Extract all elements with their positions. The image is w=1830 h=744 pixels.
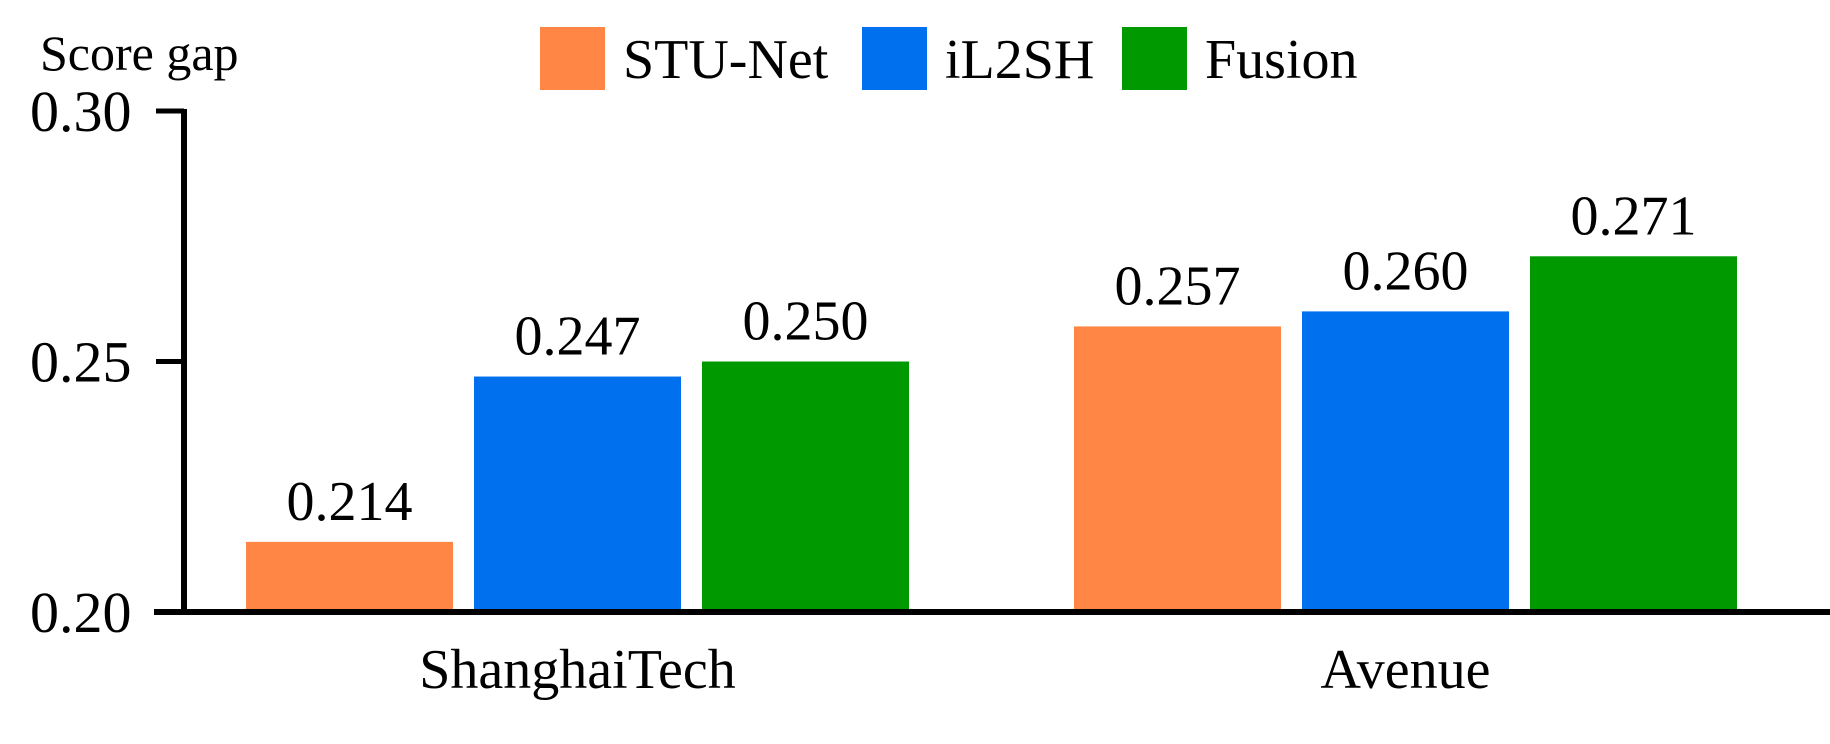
data-label: 0.214 [287, 471, 413, 533]
legend-swatch [540, 27, 605, 90]
legend-swatch [862, 27, 927, 90]
bar-stu-net-avenue [1074, 326, 1281, 612]
category-label: Avenue [1321, 639, 1491, 701]
bar-il2sh-shanghaitech [474, 376, 681, 612]
legend-label: iL2SH [945, 29, 1094, 91]
bar-fusion-avenue [1530, 256, 1737, 612]
data-label: 0.257 [1115, 255, 1241, 317]
bars [246, 256, 1737, 612]
legend-label: Fusion [1205, 29, 1358, 91]
y-axis: 0.20 0.25 0.30 [30, 79, 187, 645]
data-label: 0.260 [1343, 240, 1469, 302]
legend-label: STU-Net [623, 29, 829, 91]
bar-il2sh-avenue [1302, 311, 1509, 612]
legend: STU-Net iL2SH Fusion [540, 27, 1358, 91]
data-label: 0.247 [515, 306, 641, 368]
legend-swatch [1122, 27, 1187, 90]
bar-stu-net-shanghaitech [246, 541, 453, 612]
data-label: 0.250 [743, 291, 869, 353]
category-labels: ShanghaiTech Avenue [419, 639, 1490, 701]
y-tick-label: 0.25 [30, 330, 132, 395]
bar-fusion-shanghaitech [702, 361, 909, 612]
y-axis-label: Score gap [40, 25, 239, 81]
data-labels: 0.214 0.247 0.250 0.257 0.260 0.271 [287, 185, 1697, 533]
y-tick-label: 0.30 [30, 79, 132, 144]
category-label: ShanghaiTech [419, 639, 735, 701]
y-tick-label: 0.20 [30, 580, 132, 645]
data-label: 0.271 [1571, 185, 1697, 247]
